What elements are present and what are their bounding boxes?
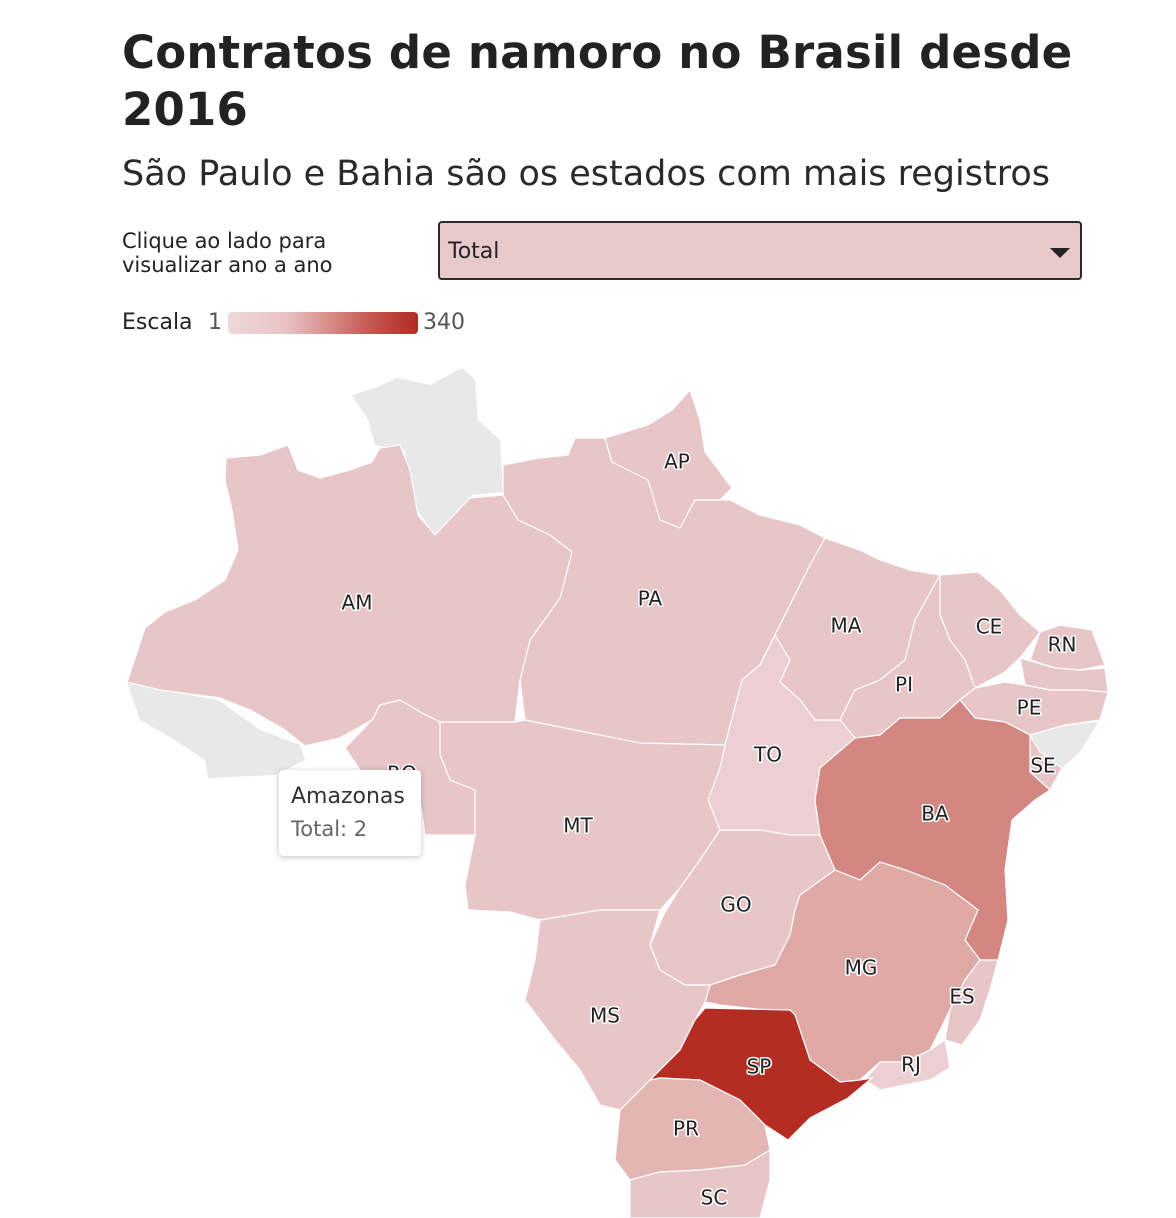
map-tooltip: Amazonas Total: 2 [279,770,421,856]
state-es[interactable] [944,959,999,1046]
state-sc[interactable] [629,1148,771,1218]
state-ap[interactable] [604,388,733,529]
year-select[interactable]: Total [438,221,1082,280]
no-data-region-west [127,682,305,778]
tooltip-state-name: Amazonas [291,784,405,809]
brazil-map: AM PA AP MA CE RN PI PE SE TO BA MT RO G… [126,368,1109,1218]
legend-max: 340 [423,310,465,335]
legend-min: 1 [208,310,222,335]
chart-title: Contratos de namoro no Brasil desde 2016 [122,26,1073,136]
chart-subtitle: São Paulo e Bahia são os estados com mai… [122,154,1050,194]
legend-label: Escala [122,310,193,335]
tooltip-total: Total: 2 [291,817,368,841]
chevron-down-icon [1050,248,1070,258]
state-rj[interactable] [864,1038,951,1091]
legend-gradient-bar [228,312,418,334]
state-rn[interactable] [1029,624,1106,671]
year-select-hint: Clique ao lado para visualizar ano a ano [122,229,333,277]
year-select-value: Total [448,239,500,264]
no-data-region-north [352,368,503,535]
